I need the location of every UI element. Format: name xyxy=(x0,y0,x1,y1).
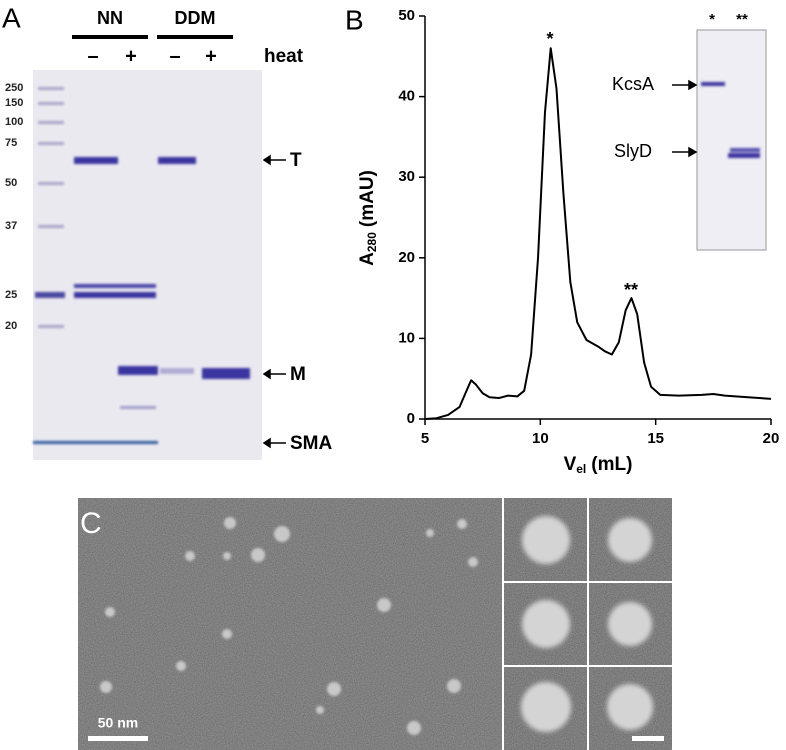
heat-label: heat xyxy=(264,46,304,67)
band-label: T xyxy=(290,150,302,171)
em-noise xyxy=(78,498,502,750)
x-label-sub: el xyxy=(576,462,586,476)
panel-a: A NN DDM – + – + heat 2 xyxy=(2,2,333,460)
marker-label: 25 xyxy=(5,289,17,301)
lane-label: – xyxy=(87,45,98,67)
y-label-sub: 280 xyxy=(365,232,379,252)
marker-label: 250 xyxy=(5,82,23,94)
x-label-main: V xyxy=(564,454,577,475)
peak-label: ** xyxy=(624,280,638,300)
group-bar xyxy=(157,35,233,39)
ladder xyxy=(35,87,65,328)
x-tick-label: 5 xyxy=(421,430,429,447)
line xyxy=(424,47,772,420)
marker-label: 100 xyxy=(5,116,23,128)
y-tick-label: 10 xyxy=(398,329,415,346)
peak-label: * xyxy=(546,29,553,49)
inset-gel xyxy=(696,29,767,251)
particles xyxy=(100,517,478,735)
marker-label: 150 xyxy=(5,97,23,109)
lane-label: – xyxy=(169,45,180,67)
arrows xyxy=(262,154,286,449)
inset-lane-label: ** xyxy=(736,11,748,28)
marker-label: 37 xyxy=(5,220,17,232)
x-label-unit: (mL) xyxy=(591,454,632,475)
thumbnails xyxy=(504,498,672,750)
inset-band-label: KcsA xyxy=(612,74,654,94)
y-axis-label: A280 (mAU) xyxy=(357,170,379,266)
band-label: M xyxy=(290,364,306,385)
panel-b: B A280(mAU) Vel (mL) * ** * ** KcsA SlyD … xyxy=(345,4,779,476)
y-tick-label: 40 xyxy=(398,88,415,105)
x-axis-label: Vel (mL) xyxy=(564,454,633,476)
y-tick-label: 50 xyxy=(398,7,415,24)
group-label: NN xyxy=(97,8,123,28)
y-tick-label: 30 xyxy=(398,168,415,185)
marker-label: 75 xyxy=(5,137,17,149)
scale-bar xyxy=(88,736,148,741)
band-label: SMA xyxy=(290,433,333,454)
panel-label: C xyxy=(80,507,102,540)
marker-label: 50 xyxy=(5,177,17,189)
y-label-main: A xyxy=(357,252,378,266)
panel-label: B xyxy=(345,4,364,35)
group-bar xyxy=(72,35,148,39)
lane-label: + xyxy=(205,45,217,67)
gel xyxy=(33,70,262,460)
x-tick-label: 10 xyxy=(532,430,549,447)
lane-label: + xyxy=(125,45,137,67)
inset-lane-label: * xyxy=(709,11,715,28)
x-tick-label: 15 xyxy=(647,430,664,447)
y-tick-label: 0 xyxy=(407,410,415,427)
group-label: DDM xyxy=(175,8,216,28)
y-label-unit: (mAU) xyxy=(357,170,378,227)
scale-bar-label: 50 nm xyxy=(98,715,138,731)
inset-bands xyxy=(701,82,760,158)
inset-band-label: SlyD xyxy=(614,141,652,161)
x-tick-label: 20 xyxy=(763,430,780,447)
bands xyxy=(33,157,250,444)
marker-label: 20 xyxy=(5,320,17,332)
inset-arrows xyxy=(672,79,698,158)
panel-c: C 50 nm xyxy=(78,498,672,750)
panel-label: A xyxy=(2,2,21,33)
y-tick-label: 20 xyxy=(398,249,415,266)
